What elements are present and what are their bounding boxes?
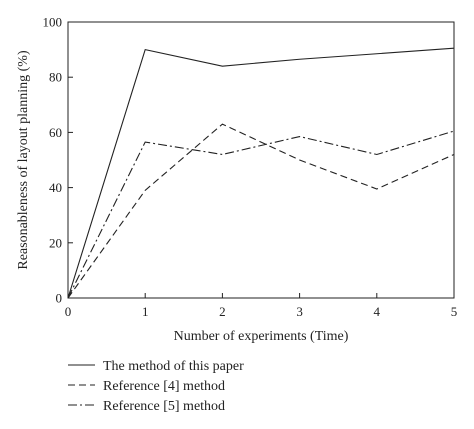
legend-label: Reference [5] method	[103, 399, 225, 414]
y-tick-label: 80	[49, 70, 62, 85]
legend: The method of this paper Reference [4] me…	[68, 359, 244, 414]
y-tick-label: 100	[43, 15, 63, 30]
series-line-3	[67, 130, 455, 299]
x-tick-label: 1	[142, 304, 149, 319]
legend-label: The method of this paper	[103, 359, 244, 374]
y-tick-label: 0	[56, 291, 63, 306]
x-axis-ticks: 0 1 2 3 4 5	[65, 293, 458, 319]
y-tick-label: 60	[49, 125, 62, 140]
x-tick-label: 2	[219, 304, 226, 319]
x-axis-title: Number of experiments (Time)	[174, 329, 349, 344]
series-lines	[67, 47, 455, 299]
x-tick-label: 3	[296, 304, 303, 319]
x-tick-label: 5	[451, 304, 458, 319]
y-axis-title: Reasonableness of layout planning (%)	[16, 50, 31, 270]
series-line-2	[67, 123, 455, 299]
y-tick-label: 40	[49, 180, 62, 195]
legend-label: Reference [4] method	[103, 379, 225, 394]
y-axis-ticks: 0 20 40 60 80 100	[43, 15, 73, 306]
x-tick-label: 0	[65, 304, 72, 319]
x-tick-label: 4	[374, 304, 381, 319]
plot-frame	[67, 21, 455, 299]
series-line-1	[67, 47, 455, 299]
y-tick-label: 20	[49, 235, 62, 250]
